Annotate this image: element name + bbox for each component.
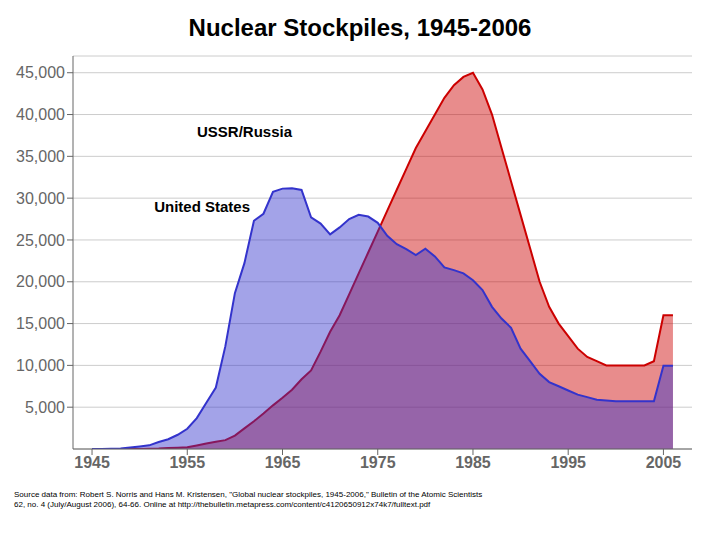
svg-text:1955: 1955 bbox=[169, 454, 205, 471]
svg-text:USSR/Russia: USSR/Russia bbox=[197, 123, 293, 140]
svg-text:1985: 1985 bbox=[455, 454, 491, 471]
svg-text:35,000: 35,000 bbox=[16, 148, 65, 165]
svg-text:40,000: 40,000 bbox=[16, 106, 65, 123]
svg-text:1975: 1975 bbox=[360, 454, 396, 471]
svg-text:1945: 1945 bbox=[74, 454, 110, 471]
svg-text:10,000: 10,000 bbox=[16, 357, 65, 374]
svg-text:45,000: 45,000 bbox=[16, 64, 65, 81]
svg-text:15,000: 15,000 bbox=[16, 315, 65, 332]
html-text:Nuclear Stockpiles, 1945-2006: Nuclear Stockpiles, 1945-2006 bbox=[188, 14, 532, 41]
svg-text:20,000: 20,000 bbox=[16, 273, 65, 290]
svg-text:25,000: 25,000 bbox=[16, 232, 65, 249]
svg-text:2005: 2005 bbox=[646, 454, 682, 471]
svg-text:1965: 1965 bbox=[265, 454, 301, 471]
svg-text:1995: 1995 bbox=[550, 454, 586, 471]
svg-text:5,000: 5,000 bbox=[25, 399, 65, 416]
html-text:Source data from: Robert S. No: Source data from: Robert S. Norris and H… bbox=[14, 490, 483, 510]
svg-text:United States: United States bbox=[154, 198, 250, 215]
svg-text:30,000: 30,000 bbox=[16, 190, 65, 207]
